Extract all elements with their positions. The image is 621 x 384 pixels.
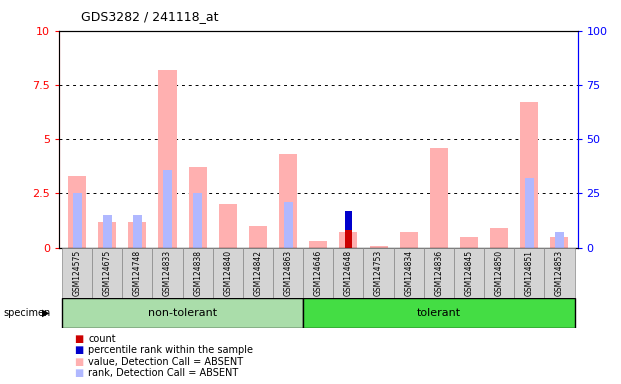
Bar [129, 222, 147, 248]
Bar [460, 237, 478, 248]
Text: GSM124648: GSM124648 [344, 250, 353, 296]
Bar [213, 248, 243, 298]
Text: GSM124840: GSM124840 [224, 250, 232, 296]
Bar [303, 248, 333, 298]
Bar [158, 70, 176, 248]
Bar [514, 248, 545, 298]
Text: rank, Detection Call = ABSENT: rank, Detection Call = ABSENT [88, 368, 238, 378]
Text: percentile rank within the sample: percentile rank within the sample [88, 345, 253, 355]
Text: GSM124675: GSM124675 [102, 250, 112, 296]
Bar [92, 248, 122, 298]
Bar [484, 248, 514, 298]
Bar [163, 170, 172, 248]
Bar [133, 215, 142, 248]
Bar [183, 248, 213, 298]
Bar [284, 202, 292, 248]
Text: GSM124836: GSM124836 [434, 250, 443, 296]
Text: non-tolerant: non-tolerant [148, 308, 217, 318]
Text: value, Detection Call = ABSENT: value, Detection Call = ABSENT [88, 357, 243, 367]
Text: GSM124834: GSM124834 [404, 250, 413, 296]
Bar [273, 248, 303, 298]
Bar [363, 248, 394, 298]
Text: ■: ■ [75, 368, 84, 378]
Text: GSM124863: GSM124863 [284, 250, 292, 296]
Bar [279, 154, 297, 248]
Bar [122, 248, 152, 298]
Text: GSM124833: GSM124833 [163, 250, 172, 296]
Bar [555, 232, 564, 248]
Text: ■: ■ [75, 345, 84, 355]
Text: tolerant: tolerant [417, 308, 461, 318]
Text: ■: ■ [75, 357, 84, 367]
Text: ■: ■ [75, 334, 84, 344]
Text: GSM124842: GSM124842 [253, 250, 263, 296]
Bar [339, 232, 358, 248]
Bar [430, 148, 448, 248]
Bar [333, 248, 363, 298]
Bar [545, 248, 574, 298]
Bar [309, 241, 327, 248]
Bar [152, 248, 183, 298]
Bar [490, 228, 508, 248]
Bar [345, 211, 351, 230]
Text: GSM124646: GSM124646 [314, 250, 323, 296]
Bar [68, 176, 86, 248]
Bar [73, 194, 81, 248]
Bar [249, 226, 267, 248]
Bar [394, 248, 424, 298]
Text: GSM124845: GSM124845 [465, 250, 473, 296]
Bar [424, 248, 454, 298]
Bar [520, 102, 538, 248]
Bar [400, 232, 418, 248]
Bar [219, 204, 237, 248]
Bar [550, 237, 568, 248]
Text: GSM124838: GSM124838 [193, 250, 202, 296]
Text: GSM124851: GSM124851 [525, 250, 534, 296]
Bar [345, 230, 351, 248]
Bar [525, 178, 534, 248]
Text: ▶: ▶ [42, 308, 50, 318]
Bar [243, 248, 273, 298]
Bar [303, 298, 574, 328]
Bar [454, 248, 484, 298]
Bar [189, 167, 207, 248]
Text: GSM124850: GSM124850 [495, 250, 504, 296]
Text: GDS3282 / 241118_at: GDS3282 / 241118_at [81, 10, 218, 23]
Text: GSM124853: GSM124853 [555, 250, 564, 296]
Bar [369, 245, 388, 248]
Text: count: count [88, 334, 116, 344]
Text: specimen: specimen [3, 308, 50, 318]
Bar [193, 194, 202, 248]
Text: GSM124748: GSM124748 [133, 250, 142, 296]
Bar [102, 215, 112, 248]
Text: GSM124575: GSM124575 [73, 250, 81, 296]
Bar [98, 222, 116, 248]
Bar [62, 248, 92, 298]
Text: GSM124753: GSM124753 [374, 250, 383, 296]
Bar [62, 298, 303, 328]
